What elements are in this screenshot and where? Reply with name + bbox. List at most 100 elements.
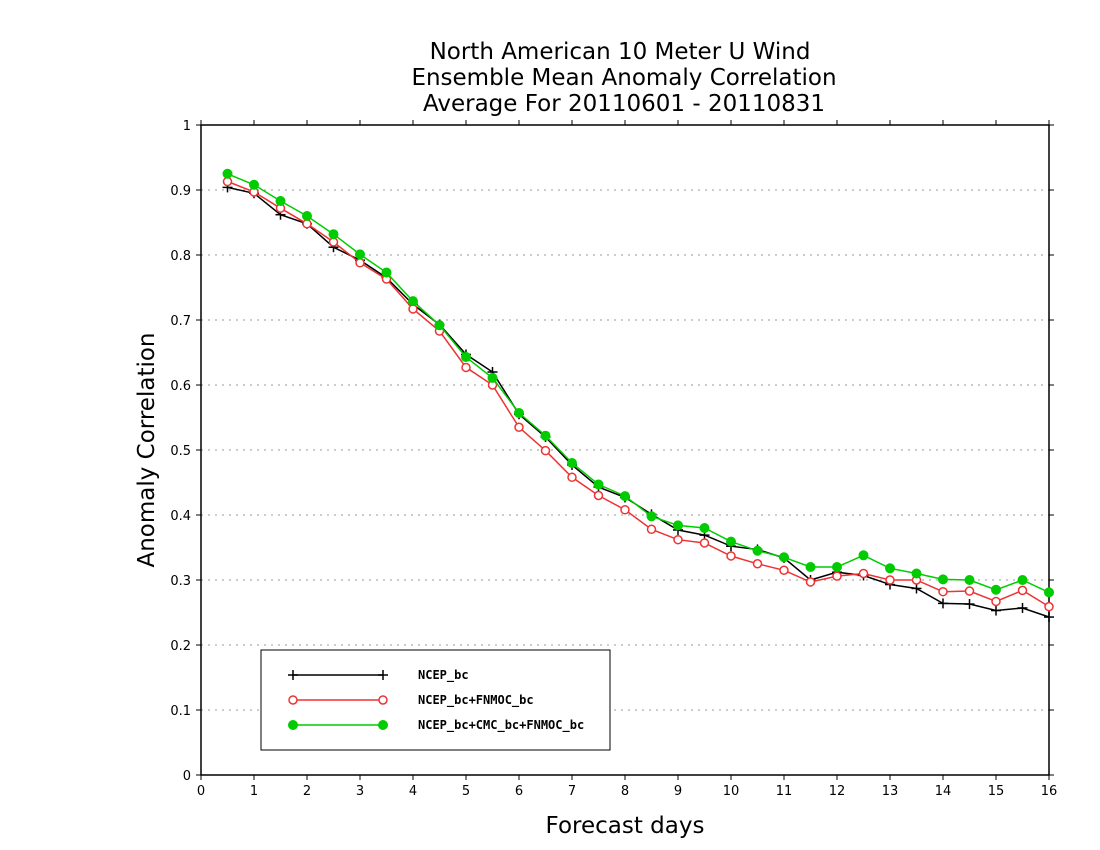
data-series	[222, 168, 1054, 623]
data-point	[355, 258, 365, 268]
legend-label: NCEP_bc+CMC_bc+FNMOC_bc	[418, 718, 584, 733]
gridlines	[201, 189, 1049, 711]
y-tick-label: 0.2	[170, 639, 191, 654]
series-1	[222, 176, 1054, 612]
y-tick-label: 0.9	[170, 184, 191, 199]
data-point	[938, 586, 948, 597]
x-tick-label: 16	[1041, 784, 1058, 799]
data-point	[699, 523, 710, 533]
data-point	[514, 407, 524, 418]
x-tick-label: 0	[197, 784, 205, 799]
series-line	[227, 180, 1050, 608]
y-axis-label: Anomaly Correlation	[134, 332, 160, 567]
data-point	[593, 490, 604, 501]
data-point	[911, 568, 922, 579]
data-point	[381, 267, 392, 278]
data-point	[991, 584, 1001, 595]
x-tick-label: 11	[776, 784, 793, 799]
x-tick-label: 2	[303, 784, 311, 799]
data-point	[646, 511, 657, 522]
data-point	[540, 445, 551, 456]
x-tick-label: 5	[462, 784, 470, 799]
x-axis-label: Forecast days	[546, 813, 705, 839]
legend-marker	[288, 695, 298, 705]
y-tick-label: 0.4	[170, 509, 191, 524]
data-point	[1044, 612, 1054, 623]
data-point	[620, 491, 630, 502]
data-point	[1017, 602, 1028, 613]
data-point	[249, 179, 259, 190]
data-point	[673, 520, 683, 531]
legend: NCEP_bc NCEP_bc+FNMOC_bc NCEP_bc+CMC_bc+FN…	[260, 649, 611, 751]
data-point	[567, 472, 577, 483]
chart-title-line: Ensemble Mean Anomaly Correlation	[411, 65, 836, 91]
data-point	[858, 550, 869, 561]
legend-marker	[378, 695, 388, 705]
data-point	[699, 538, 710, 548]
chart-title-line: North American 10 Meter U Wind	[430, 39, 811, 65]
series-0	[222, 182, 1054, 623]
legend-label: NCEP_bc+FNMOC_bc	[418, 693, 534, 708]
series-line	[227, 186, 1050, 618]
data-point	[328, 229, 339, 240]
axis-ticks: 00.10.20.30.40.50.60.70.80.910 1 2 3 4 5 6 7 8 9 1…	[170, 119, 1057, 799]
data-point	[832, 571, 842, 581]
data-point	[991, 605, 1001, 616]
x-tick-label: 4	[409, 784, 417, 799]
y-tick-label: 0.5	[170, 444, 191, 459]
data-point	[593, 479, 604, 490]
legend-marker	[378, 720, 388, 730]
x-tick-label: 15	[988, 784, 1005, 799]
data-point	[885, 563, 895, 574]
y-tick-label: 0.1	[170, 704, 191, 719]
data-point	[991, 596, 1001, 607]
data-point	[487, 372, 498, 383]
series-2	[222, 168, 1054, 598]
data-point	[540, 430, 551, 441]
legend-marker	[288, 670, 298, 680]
data-point	[964, 586, 975, 596]
data-point	[514, 422, 524, 432]
data-point	[567, 458, 577, 468]
data-point	[673, 534, 683, 545]
data-point	[408, 296, 418, 307]
y-tick-label: 0.8	[170, 249, 191, 264]
data-point	[964, 599, 975, 610]
data-point	[938, 574, 948, 585]
x-tick-label: 10	[723, 784, 740, 799]
data-point	[752, 559, 763, 569]
data-point	[805, 577, 816, 587]
data-point	[620, 505, 630, 515]
data-point	[434, 320, 445, 331]
legend-marker	[288, 720, 298, 730]
data-point	[1044, 587, 1054, 598]
y-tick-label: 0.6	[170, 379, 191, 394]
data-point	[1017, 585, 1028, 596]
data-point	[302, 211, 312, 221]
x-tick-label: 14	[935, 784, 952, 799]
data-point	[779, 565, 789, 575]
chart-title-line: Average For 20110601 - 20110831	[423, 91, 825, 117]
data-point	[1044, 601, 1054, 612]
data-point	[726, 536, 736, 547]
data-point	[275, 196, 286, 207]
legend-marker	[378, 670, 388, 680]
y-tick-label: 0.7	[170, 314, 191, 329]
x-tick-label: 7	[568, 784, 576, 799]
x-tick-label: 3	[356, 784, 364, 799]
x-tick-label: 9	[674, 784, 682, 799]
data-point	[964, 575, 975, 585]
data-point	[885, 575, 895, 585]
data-point	[1017, 575, 1028, 585]
x-tick-label: 8	[621, 784, 629, 799]
data-point	[858, 568, 869, 579]
y-tick-label: 0.3	[170, 574, 191, 589]
x-tick-label: 1	[250, 784, 258, 799]
y-tick-label: 1	[183, 119, 191, 134]
series-line	[227, 173, 1050, 594]
data-point	[805, 562, 816, 572]
data-point	[779, 552, 789, 563]
x-tick-label: 12	[829, 784, 846, 799]
